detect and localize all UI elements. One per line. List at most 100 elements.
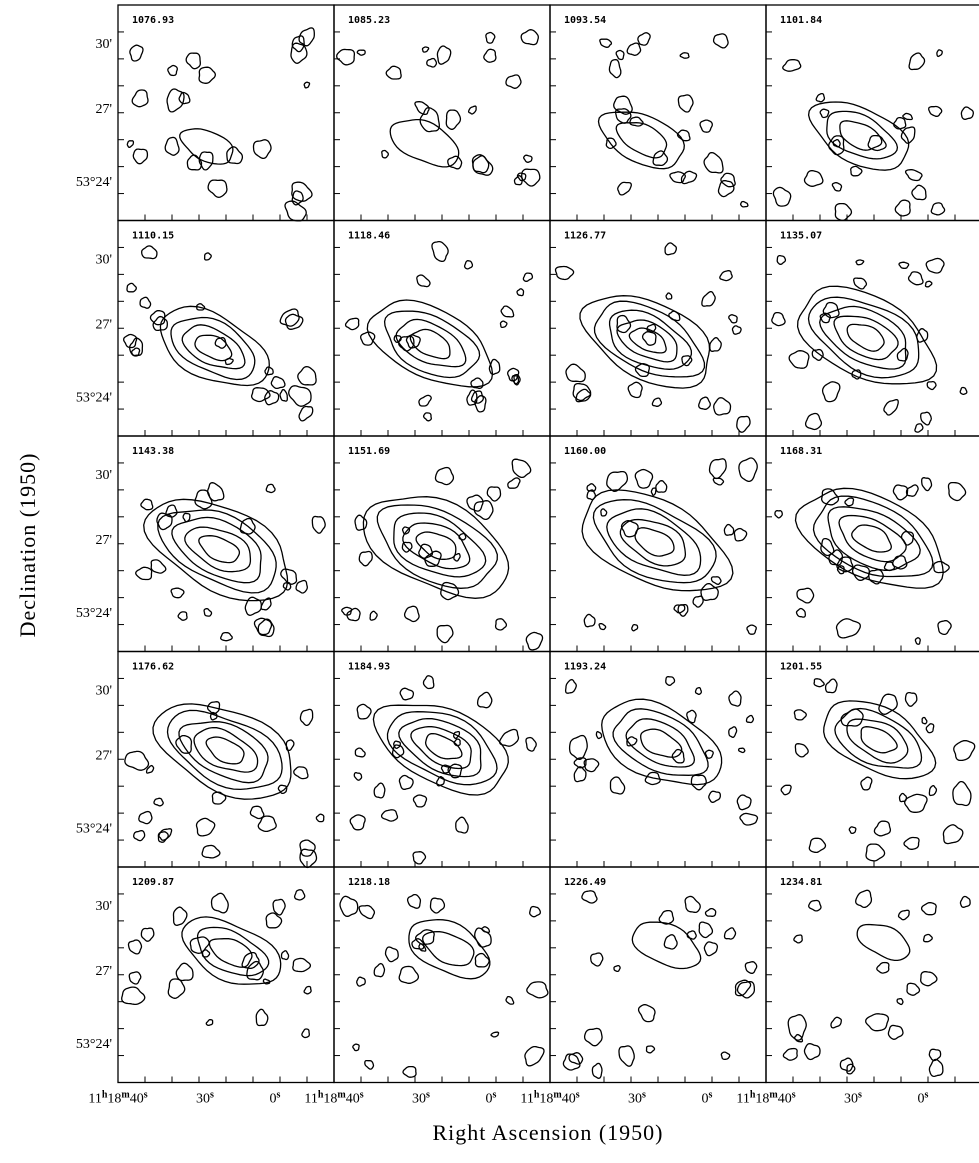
contour	[898, 261, 910, 270]
contour	[677, 94, 694, 113]
contour	[131, 347, 141, 357]
contour	[257, 618, 275, 638]
contour	[900, 530, 915, 546]
contour	[952, 780, 972, 807]
contour	[395, 318, 467, 368]
contour	[834, 707, 923, 769]
contour	[366, 299, 494, 388]
contour	[887, 1024, 904, 1040]
contour	[568, 1052, 584, 1065]
panel: 1101.84	[765, 4, 979, 222]
contour	[280, 568, 298, 585]
contour	[424, 732, 463, 760]
contour	[914, 423, 924, 433]
contour	[393, 512, 487, 578]
contour	[257, 815, 277, 833]
contour	[181, 324, 246, 370]
contour	[787, 1014, 807, 1041]
contour	[246, 960, 264, 981]
contour	[704, 749, 714, 759]
contour	[936, 49, 943, 58]
unit-value: 30	[412, 1092, 426, 1107]
y-tick-label: 30'	[95, 37, 112, 52]
contour	[513, 175, 523, 186]
unit-superscript: s	[925, 1090, 929, 1101]
contour	[848, 826, 857, 835]
contour	[507, 477, 521, 489]
contour	[167, 64, 178, 77]
x-tick-label: 0s	[918, 1090, 929, 1107]
contour	[598, 623, 607, 631]
contour	[265, 483, 276, 494]
panel-frame	[549, 650, 767, 868]
panel-frame	[765, 650, 979, 868]
unit-value: 0	[486, 1092, 493, 1107]
contour	[575, 388, 592, 403]
contour	[663, 934, 678, 950]
contour	[208, 937, 253, 968]
y-tick-label: 30'	[95, 899, 112, 914]
contour	[572, 382, 592, 402]
contour	[159, 305, 270, 387]
unit-superscript: m	[769, 1090, 778, 1101]
contour	[774, 510, 783, 519]
contour	[645, 1045, 656, 1054]
contour	[494, 618, 508, 631]
contour	[676, 129, 691, 142]
x-tick-label: 30s	[844, 1090, 862, 1107]
contour	[203, 608, 213, 617]
contour	[942, 824, 964, 845]
contour	[892, 484, 909, 501]
contour	[239, 517, 256, 535]
contour	[166, 709, 283, 791]
contour	[185, 52, 201, 70]
contour	[467, 105, 477, 115]
contour	[196, 926, 270, 977]
y-tick-label: 30'	[95, 253, 112, 268]
contour	[839, 1057, 854, 1072]
contour	[466, 389, 478, 406]
contour	[836, 556, 854, 573]
contour	[381, 149, 389, 159]
contour	[921, 716, 928, 725]
contour	[299, 848, 318, 869]
contour	[771, 311, 786, 327]
contour	[389, 118, 460, 168]
contour	[411, 938, 425, 950]
unit-value: 11	[88, 1092, 101, 1107]
unit-superscript: s	[144, 1090, 148, 1101]
contour	[900, 126, 916, 144]
contour	[364, 1059, 375, 1070]
contour	[928, 785, 938, 797]
panel-frame	[333, 650, 551, 868]
panel-frame	[333, 4, 551, 222]
contour	[499, 320, 508, 329]
panel-frame	[117, 650, 335, 868]
contour	[694, 687, 702, 695]
contour	[198, 151, 214, 171]
contour	[788, 350, 810, 369]
contour	[203, 252, 212, 261]
contour	[686, 930, 697, 940]
contour	[288, 385, 312, 407]
contour	[474, 395, 487, 413]
unit-value: 18	[323, 1092, 337, 1107]
panel-label: 1218.18	[348, 877, 390, 888]
contour	[252, 139, 272, 160]
contour	[731, 325, 742, 335]
contour	[615, 122, 668, 159]
contour	[385, 65, 402, 80]
contour	[167, 978, 186, 999]
contour	[839, 120, 883, 151]
unit-value: 18	[755, 1092, 769, 1107]
contour	[205, 1019, 214, 1027]
contour	[463, 260, 474, 270]
unit-superscript: h	[318, 1090, 324, 1101]
contour	[640, 728, 683, 758]
contour	[447, 763, 463, 779]
y-tick-label: 27'	[95, 318, 112, 333]
contour	[613, 95, 633, 115]
contour	[483, 48, 497, 63]
contour	[586, 483, 597, 492]
contour	[445, 109, 462, 130]
